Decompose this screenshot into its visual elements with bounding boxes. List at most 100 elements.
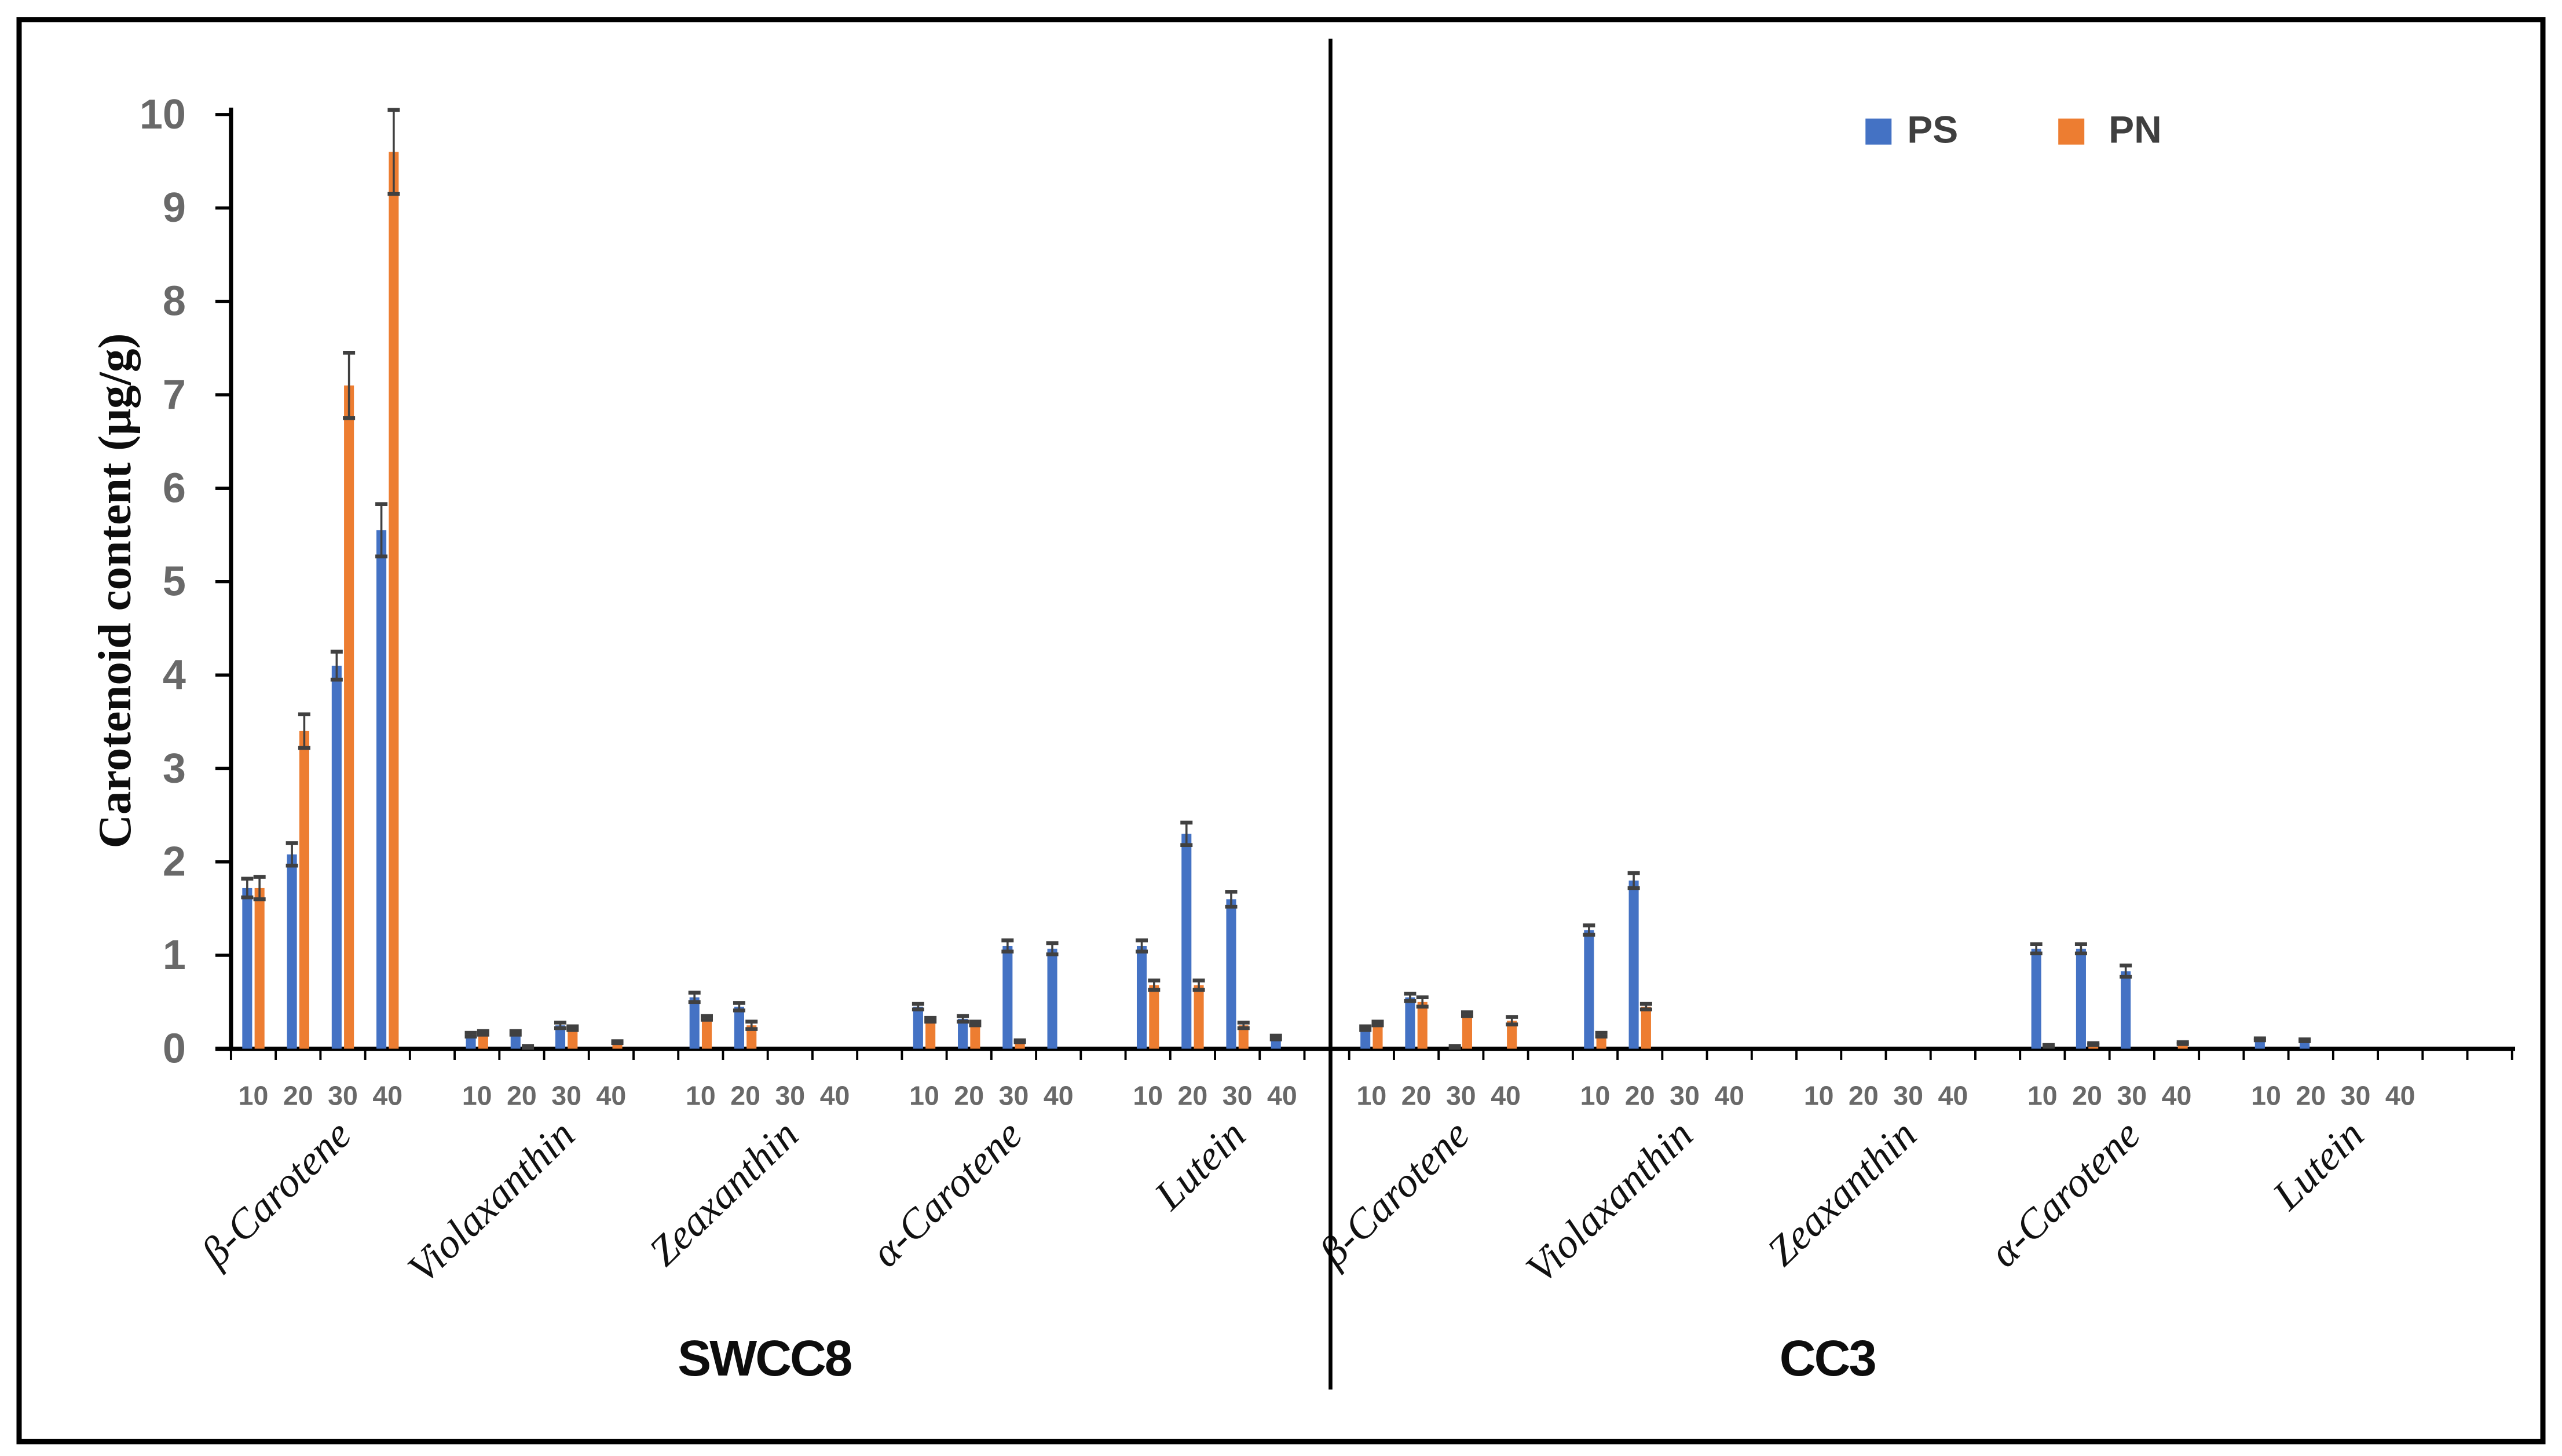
x-dose-label: 40 [1044, 1080, 1074, 1110]
x-dose-label: 20 [730, 1080, 760, 1110]
category-label: α-Carotene [862, 1111, 1031, 1276]
bar-ps [689, 997, 700, 1049]
bar-pn [612, 1042, 623, 1049]
category-label: α-Carotene [1981, 1111, 2149, 1276]
y-tick-label: 3 [163, 745, 186, 791]
y-tick-label: 1 [163, 932, 186, 978]
bar-ps [287, 854, 297, 1049]
x-dose-label: 10 [909, 1080, 939, 1110]
figure-border [16, 17, 2546, 1444]
x-dose-label: 40 [2162, 1080, 2192, 1110]
x-dose-label: 40 [1491, 1080, 1521, 1110]
bar-pn [1417, 1002, 1428, 1049]
x-dose-label: 10 [686, 1080, 716, 1110]
bar-pn [925, 1019, 936, 1049]
category-label: β-Carotene [1310, 1111, 1478, 1276]
y-tick-label: 2 [163, 839, 186, 885]
bar-pn [1641, 1006, 1651, 1049]
bar-ps [2121, 971, 2131, 1049]
panel-label-swcc8: SWCC8 [678, 1330, 851, 1387]
bar-ps [1181, 834, 1192, 1049]
y-axis-title: Carotenoid content (μg/g) [89, 333, 141, 849]
bar-ps [913, 1006, 923, 1049]
x-dose-label: 10 [2251, 1080, 2281, 1110]
bar-pn [568, 1028, 578, 1049]
x-dose-label: 20 [2296, 1080, 2326, 1110]
x-dose-label: 20 [507, 1080, 537, 1110]
bar-ps [1405, 997, 1415, 1049]
x-dose-label: 40 [2385, 1080, 2415, 1110]
bar-pn [1149, 985, 1159, 1049]
x-dose-label: 30 [551, 1080, 581, 1110]
y-tick-label: 8 [163, 278, 186, 325]
legend-label-pn: PN [2109, 108, 2162, 151]
x-dose-label: 30 [1670, 1080, 1700, 1110]
x-dose-label: 30 [328, 1080, 358, 1110]
x-dose-label: 30 [1893, 1080, 1923, 1110]
x-dose-label: 30 [999, 1080, 1029, 1110]
bar-ps [510, 1033, 521, 1049]
bar-ps [1584, 930, 1594, 1049]
category-label: β-Carotene [192, 1111, 360, 1276]
x-dose-label: 10 [1133, 1080, 1163, 1110]
x-dose-label: 10 [1580, 1080, 1611, 1110]
y-tick-label: 5 [163, 559, 186, 605]
category-label: Zeaxanthin [640, 1111, 807, 1274]
bar-pn [1462, 1014, 1473, 1049]
x-dose-label: 40 [820, 1080, 850, 1110]
x-dose-label: 20 [283, 1080, 313, 1110]
x-dose-label: 40 [1267, 1080, 1297, 1110]
bar-pn [970, 1023, 980, 1049]
bar-pn [1194, 985, 1204, 1049]
bar-pn [254, 887, 265, 1049]
y-tick-label: 7 [163, 372, 186, 418]
bar-ps [1002, 945, 1013, 1049]
bar-pn [1507, 1021, 1517, 1049]
x-dose-label: 30 [775, 1080, 805, 1110]
bar-pn [389, 152, 399, 1049]
x-dose-label: 30 [2341, 1080, 2371, 1110]
bar-ps [2076, 948, 2086, 1049]
bar-pn [299, 731, 309, 1049]
x-dose-label: 30 [1223, 1080, 1253, 1110]
category-label: Lutein [1145, 1111, 1255, 1219]
bar-pn [701, 1018, 712, 1049]
bar-pn [746, 1025, 757, 1049]
x-dose-label: 30 [2117, 1080, 2147, 1110]
x-dose-label: 40 [1938, 1080, 1968, 1110]
bar-ps [376, 530, 387, 1049]
bar-pn [344, 385, 354, 1049]
panel-label-cc3: CC3 [1780, 1330, 1876, 1387]
legend-label-ps: PS [1907, 108, 1958, 151]
bar-ps [1136, 945, 1147, 1049]
bar-ps [1226, 899, 1236, 1049]
bar-ps [2031, 948, 2041, 1049]
x-dose-label: 20 [1401, 1080, 1432, 1110]
bar-ps [734, 1006, 744, 1049]
y-tick-label: 6 [163, 465, 186, 511]
bar-pn [1372, 1023, 1383, 1049]
bar-ps [958, 1018, 968, 1049]
x-dose-label: 20 [1625, 1080, 1655, 1110]
x-dose-label: 20 [954, 1080, 984, 1110]
x-dose-label: 40 [1714, 1080, 1744, 1110]
bar-ps [331, 665, 342, 1049]
category-label: Zeaxanthin [1758, 1111, 1926, 1274]
bar-ps [1047, 948, 1057, 1049]
bar-pn [1238, 1025, 1249, 1049]
y-tick-label: 0 [163, 1025, 186, 1072]
x-dose-label: 20 [1849, 1080, 1879, 1110]
category-label: Violaxanthin [1517, 1111, 1701, 1292]
x-dose-label: 10 [462, 1080, 492, 1110]
legend: PS PN [1865, 108, 2162, 151]
bar-ps [242, 887, 252, 1049]
x-dose-label: 40 [372, 1080, 402, 1110]
y-tick-label: 10 [140, 91, 186, 138]
y-tick-label: 9 [163, 185, 186, 231]
x-dose-label: 40 [596, 1080, 627, 1110]
legend-swatch-pn [2058, 118, 2085, 145]
bar-ps [555, 1025, 566, 1049]
